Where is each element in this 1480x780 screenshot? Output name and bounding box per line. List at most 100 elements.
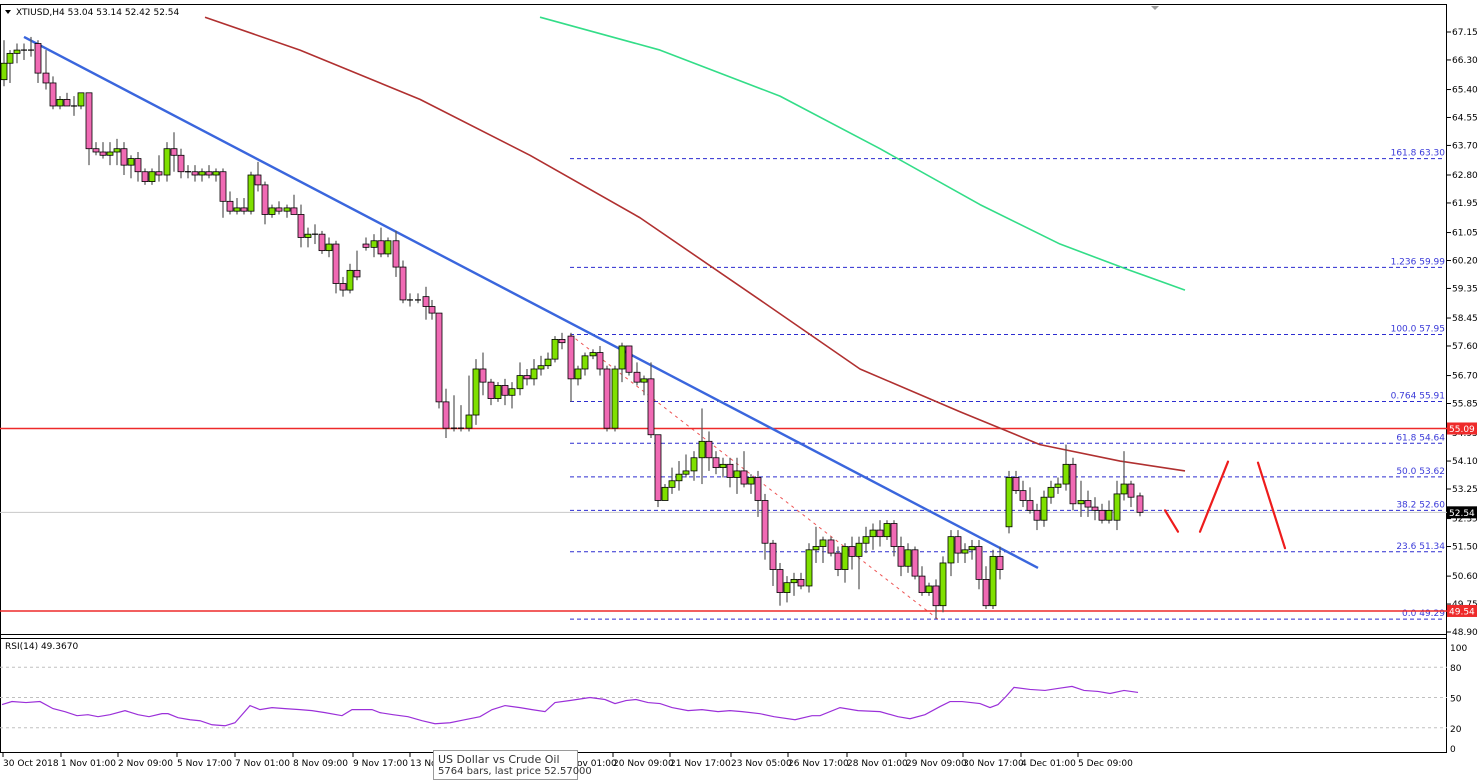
candle-body-bear bbox=[761, 500, 769, 544]
symbol-menu-arrow-icon[interactable] bbox=[5, 10, 11, 14]
candle bbox=[392, 230, 400, 277]
candle bbox=[325, 237, 333, 258]
candle bbox=[120, 142, 128, 176]
candle bbox=[876, 520, 884, 547]
candle-body-bear bbox=[428, 306, 436, 314]
candle bbox=[155, 155, 163, 182]
candle bbox=[982, 566, 990, 609]
candle-body-bear bbox=[42, 72, 50, 84]
candle-body-bull bbox=[668, 480, 676, 488]
candle-body-bear bbox=[332, 243, 340, 284]
candle bbox=[841, 543, 849, 583]
candle-body-bear bbox=[932, 585, 940, 607]
time-tick-label: 19 Nov 01:00 bbox=[556, 759, 617, 769]
time-tick-label: 28 Nov 01:00 bbox=[847, 759, 908, 769]
price-tick-label: 61.95 bbox=[1452, 199, 1478, 209]
candle-body-bear bbox=[205, 171, 213, 176]
candle-body-bull bbox=[1113, 493, 1121, 521]
price-tick-label: 67.15 bbox=[1452, 28, 1478, 38]
candle-body-bull bbox=[947, 536, 955, 564]
candle-body-bear bbox=[170, 148, 178, 156]
candle bbox=[92, 142, 100, 156]
candle bbox=[581, 352, 589, 376]
candle-body-bear bbox=[911, 549, 919, 577]
candle bbox=[304, 227, 312, 248]
candle-body-bear bbox=[726, 463, 734, 478]
candle-body-bear bbox=[848, 546, 856, 557]
candle bbox=[353, 250, 361, 281]
price-tick-label: 66.30 bbox=[1452, 56, 1478, 66]
candle-body-bear bbox=[49, 82, 57, 107]
price-tick-label: 55.85 bbox=[1452, 400, 1478, 410]
time-tick-label: 7 Nov 01:00 bbox=[235, 759, 290, 769]
candle-body-bear bbox=[487, 381, 495, 399]
candle-body-bear bbox=[567, 335, 575, 380]
candle-body-bear bbox=[1136, 495, 1144, 513]
candle bbox=[6, 50, 14, 83]
trendline[interactable] bbox=[23, 35, 1039, 569]
candle-body-bull bbox=[939, 562, 947, 607]
candle bbox=[240, 198, 248, 215]
candle-body-bear bbox=[558, 338, 566, 344]
candle bbox=[769, 539, 777, 586]
candle-body-bear bbox=[290, 207, 298, 215]
candle bbox=[1012, 470, 1020, 494]
rsi-tick-label: 80 bbox=[1450, 664, 1462, 674]
time-tick-label: 26 Nov 17:00 bbox=[788, 759, 849, 769]
candle-body-bull bbox=[862, 536, 870, 544]
candle bbox=[954, 530, 962, 563]
fib-level-label: 61.8 54.64 bbox=[1396, 433, 1445, 443]
candle-body-bull bbox=[682, 470, 690, 475]
candle-body-bull bbox=[0, 62, 8, 81]
candle bbox=[71, 96, 77, 116]
candle bbox=[761, 493, 769, 560]
time-tick-label: 8 Nov 09:00 bbox=[293, 759, 348, 769]
candle bbox=[451, 395, 457, 432]
candle bbox=[890, 520, 898, 557]
time-axis[interactable]: 30 Oct 2018 1 Nov 01:00 2 Nov 09:00 5 Nov 1… bbox=[2, 753, 1133, 769]
candle bbox=[719, 457, 727, 478]
candle-body-bull bbox=[618, 345, 626, 370]
scroll-marker-icon[interactable] bbox=[1151, 6, 1159, 10]
fibonacci-levels: 161.8 63.30 1.236 59.99 100.0 57.95 0.764 5… bbox=[569, 149, 1446, 620]
rsi-tick-label: 50 bbox=[1450, 695, 1462, 705]
candle-body-bear bbox=[226, 200, 234, 212]
candle bbox=[740, 451, 748, 488]
candle bbox=[989, 549, 997, 609]
candle bbox=[805, 543, 813, 593]
candle bbox=[523, 368, 531, 386]
candle bbox=[544, 352, 552, 369]
candle-body-bull bbox=[869, 529, 877, 538]
candle bbox=[134, 152, 142, 182]
candle-body-bear bbox=[1084, 500, 1092, 508]
candle-body-bear bbox=[975, 546, 983, 580]
candle bbox=[312, 224, 318, 245]
candle-body-bull bbox=[472, 368, 480, 416]
forecast-path bbox=[1163, 460, 1287, 550]
candle-body-bear bbox=[1091, 506, 1099, 511]
price-tick-label: 50.60 bbox=[1452, 572, 1478, 582]
price-tick-label: 52.35 bbox=[1452, 515, 1478, 525]
descending-trendline[interactable] bbox=[23, 35, 1039, 569]
candle bbox=[530, 359, 538, 386]
candle-body-bear bbox=[705, 440, 713, 459]
candle bbox=[127, 155, 135, 179]
candle-body-bear bbox=[63, 98, 71, 107]
candle bbox=[862, 526, 870, 554]
candle-body-bull bbox=[1062, 463, 1070, 485]
price-badge-label: 52.54 bbox=[1449, 509, 1475, 519]
candle bbox=[56, 96, 64, 110]
candle-body-bull bbox=[574, 368, 582, 380]
candle bbox=[1127, 480, 1135, 508]
candle bbox=[28, 36, 34, 57]
candle bbox=[698, 408, 706, 485]
fib-level-label: 23.6 51.34 bbox=[1396, 542, 1445, 552]
candle bbox=[21, 43, 27, 60]
horizontal-lines[interactable] bbox=[0, 427, 1447, 612]
candle bbox=[247, 171, 255, 215]
fib-level-label: 161.8 63.30 bbox=[1391, 149, 1446, 159]
candle bbox=[219, 168, 227, 218]
candle bbox=[1005, 470, 1013, 534]
candle bbox=[362, 237, 370, 251]
